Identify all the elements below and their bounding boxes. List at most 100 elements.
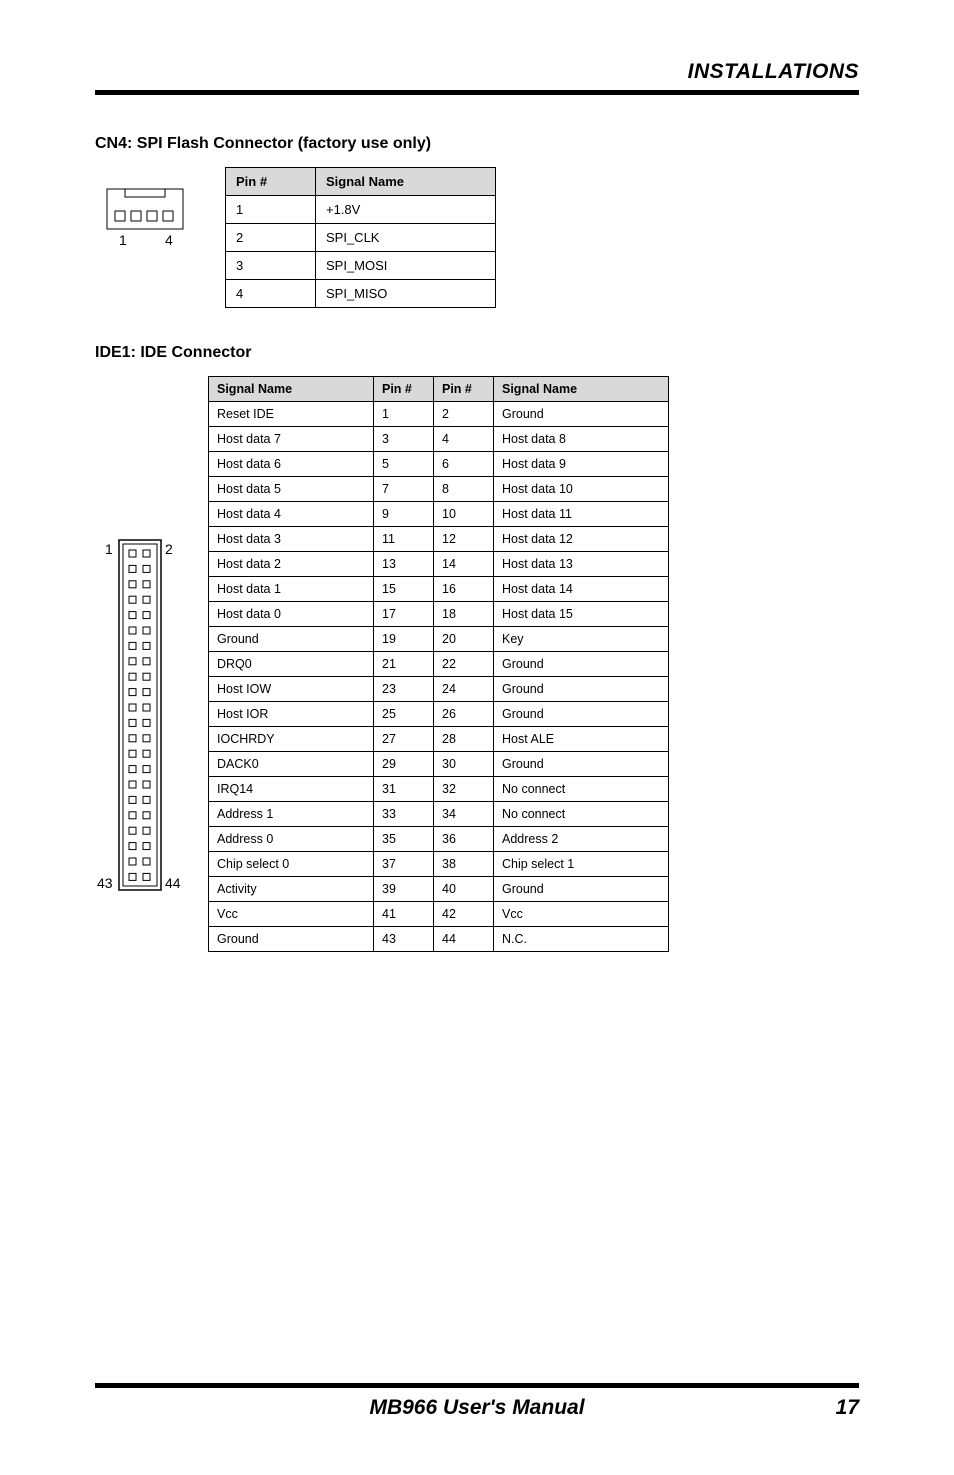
table-cell: 5 xyxy=(374,452,434,477)
table-cell: 9 xyxy=(374,502,434,527)
table-cell: Ground xyxy=(494,677,669,702)
table-cell: 17 xyxy=(374,602,434,627)
table-cell: 11 xyxy=(374,527,434,552)
table-row: IRQ143132No connect xyxy=(209,777,669,802)
footer-page-number: 17 xyxy=(836,1396,859,1420)
table-cell: Host data 5 xyxy=(209,477,374,502)
table-cell: 44 xyxy=(434,927,494,952)
table-cell: 32 xyxy=(434,777,494,802)
table-cell: 3 xyxy=(226,252,316,280)
table-cell: 37 xyxy=(374,852,434,877)
th-pin1: Pin # xyxy=(374,377,434,402)
table-cell: 4 xyxy=(226,280,316,308)
table-cell: Ground xyxy=(209,927,374,952)
table-cell: Address 0 xyxy=(209,827,374,852)
table-row: Activity3940Ground xyxy=(209,877,669,902)
table-cell: 30 xyxy=(434,752,494,777)
table-cell: 42 xyxy=(434,902,494,927)
table-cell: 13 xyxy=(374,552,434,577)
section-title-cn4: CN4: SPI Flash Connector (factory use on… xyxy=(95,135,859,153)
th-signal: Signal Name xyxy=(316,168,496,196)
th-pin: Pin # xyxy=(226,168,316,196)
header-title: INSTALLATIONS xyxy=(688,60,859,83)
table-row: Host data 31112Host data 12 xyxy=(209,527,669,552)
table-cell: Host data 11 xyxy=(494,502,669,527)
table-cell: Host data 12 xyxy=(494,527,669,552)
table-cell: No connect xyxy=(494,777,669,802)
ide1-diagram: 1 2 43 44 xyxy=(95,376,190,901)
table-cell: Ground xyxy=(494,652,669,677)
table-cell: 18 xyxy=(434,602,494,627)
page-header: INSTALLATIONS xyxy=(95,60,859,84)
table-cell: 25 xyxy=(374,702,434,727)
table-cell: Host IOW xyxy=(209,677,374,702)
table-row: Host data 01718Host data 15 xyxy=(209,602,669,627)
section-title-ide1: IDE1: IDE Connector xyxy=(95,344,859,362)
table-cell: 8 xyxy=(434,477,494,502)
table-cell: DACK0 xyxy=(209,752,374,777)
section-cn4: CN4: SPI Flash Connector (factory use on… xyxy=(95,135,859,308)
table-row: Host data 734Host data 8 xyxy=(209,427,669,452)
table-row: Vcc4142Vcc xyxy=(209,902,669,927)
th-sig2: Signal Name xyxy=(494,377,669,402)
table-cell: 4 xyxy=(434,427,494,452)
table-cell: 41 xyxy=(374,902,434,927)
table-cell: Ground xyxy=(494,402,669,427)
table-cell: SPI_CLK xyxy=(316,224,496,252)
table-cell: SPI_MISO xyxy=(316,280,496,308)
pin-label-tr: 2 xyxy=(165,541,173,557)
table-cell: DRQ0 xyxy=(209,652,374,677)
table-cell: Chip select 1 xyxy=(494,852,669,877)
table-cell: 10 xyxy=(434,502,494,527)
table-cell: Host data 0 xyxy=(209,602,374,627)
table-cell: 19 xyxy=(374,627,434,652)
table-cell: Host data 10 xyxy=(494,477,669,502)
table-cell: Address 2 xyxy=(494,827,669,852)
header-rule xyxy=(95,90,859,95)
table-cell: Host data 13 xyxy=(494,552,669,577)
table-row: Host data 578Host data 10 xyxy=(209,477,669,502)
table-cell: Activity xyxy=(209,877,374,902)
table-row: Ground1920Key xyxy=(209,627,669,652)
cn4-diagram: 1 4 xyxy=(95,167,195,260)
table-cell: 43 xyxy=(374,927,434,952)
table-cell: IOCHRDY xyxy=(209,727,374,752)
table-row: Address 13334No connect xyxy=(209,802,669,827)
table-row: 3SPI_MOSI xyxy=(226,252,496,280)
table-cell: 22 xyxy=(434,652,494,677)
footer-title: MB966 User's Manual xyxy=(369,1396,584,1420)
table-row: Host IOW2324Ground xyxy=(209,677,669,702)
table-cell: 38 xyxy=(434,852,494,877)
table-cell: 16 xyxy=(434,577,494,602)
table-row: Host data 4910Host data 11 xyxy=(209,502,669,527)
table-row: Host IOR2526Ground xyxy=(209,702,669,727)
table-cell: 27 xyxy=(374,727,434,752)
table-cell: 2 xyxy=(434,402,494,427)
table-cell: SPI_MOSI xyxy=(316,252,496,280)
table-cell: 1 xyxy=(374,402,434,427)
table-cell: Ground xyxy=(494,702,669,727)
table-row: 2SPI_CLK xyxy=(226,224,496,252)
table-cell: 26 xyxy=(434,702,494,727)
cn4-table: Pin # Signal Name 1+1.8V2SPI_CLK3SPI_MOS… xyxy=(225,167,496,308)
table-cell: Address 1 xyxy=(209,802,374,827)
table-cell: Host data 14 xyxy=(494,577,669,602)
table-cell: 33 xyxy=(374,802,434,827)
table-cell: 21 xyxy=(374,652,434,677)
table-cell: Host data 3 xyxy=(209,527,374,552)
table-cell: 35 xyxy=(374,827,434,852)
table-cell: Chip select 0 xyxy=(209,852,374,877)
table-cell: 15 xyxy=(374,577,434,602)
table-cell: 6 xyxy=(434,452,494,477)
table-cell: 40 xyxy=(434,877,494,902)
table-row: DACK02930Ground xyxy=(209,752,669,777)
table-row: Address 03536Address 2 xyxy=(209,827,669,852)
th-sig1: Signal Name xyxy=(209,377,374,402)
table-cell: Host data 15 xyxy=(494,602,669,627)
table-cell: Key xyxy=(494,627,669,652)
table-cell: Host data 1 xyxy=(209,577,374,602)
table-row: 4SPI_MISO xyxy=(226,280,496,308)
table-cell: 36 xyxy=(434,827,494,852)
table-cell: Host ALE xyxy=(494,727,669,752)
page-footer: MB966 User's Manual 17 xyxy=(95,1383,859,1420)
